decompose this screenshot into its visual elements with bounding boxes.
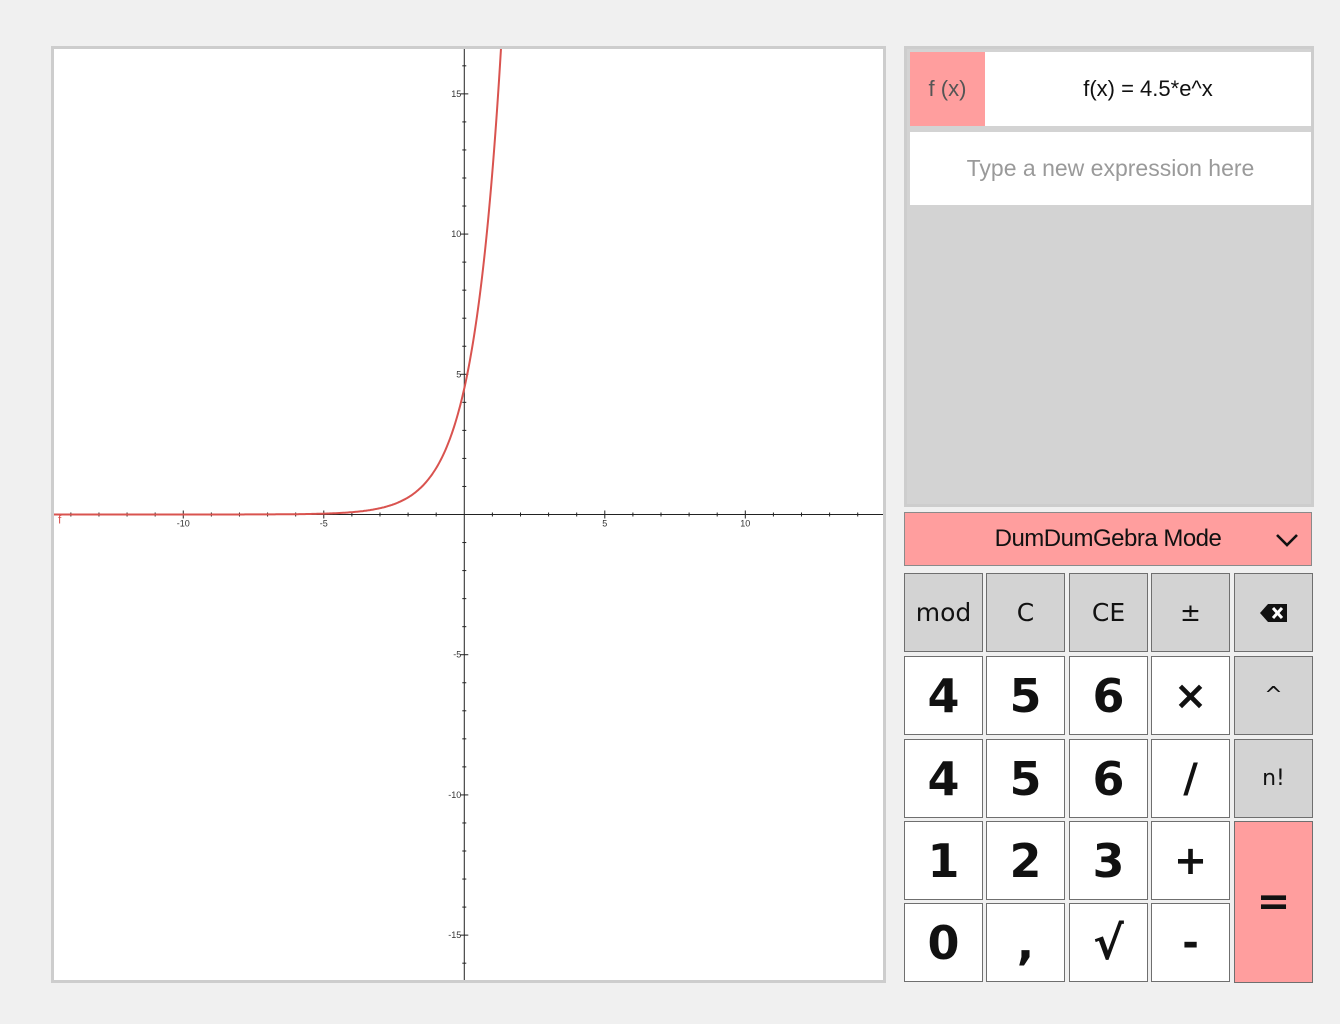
mod-button[interactable]: mod xyxy=(904,573,983,652)
digit-0-button[interactable]: 0 xyxy=(904,903,983,982)
clear-button[interactable]: C xyxy=(986,573,1065,652)
digit-3-button[interactable]: 3 xyxy=(1069,821,1148,900)
factorial-button[interactable]: n! xyxy=(1234,739,1313,818)
x-tick-label: -10 xyxy=(177,519,190,529)
divide-button[interactable]: / xyxy=(1151,739,1230,818)
expression-text[interactable]: f(x) = 4.5*e^x xyxy=(1083,76,1213,101)
digit-5-button[interactable]: 5 xyxy=(986,739,1065,818)
sqrt-button[interactable]: √ xyxy=(1069,903,1148,982)
y-tick-label: -10 xyxy=(448,790,461,800)
backspace-icon xyxy=(1259,603,1287,622)
function-graph[interactable]: -10 -5 5 10 15 10 5 -5 -10 -15 f xyxy=(54,49,883,980)
digit-4-button[interactable]: 4 xyxy=(904,739,983,818)
equals-button[interactable]: = xyxy=(1234,821,1313,983)
x-tick-label: 5 xyxy=(602,519,607,529)
algebra-panel: f (x) f(x) = 4.5*e^x xyxy=(904,46,1314,507)
mode-select[interactable]: DumDumGebra Mode xyxy=(904,512,1312,566)
digit-2-button[interactable]: 2 xyxy=(986,821,1065,900)
backspace-button[interactable] xyxy=(1234,573,1313,652)
digit-1-button[interactable]: 1 xyxy=(904,821,983,900)
expression-row-f[interactable]: f (x) f(x) = 4.5*e^x xyxy=(910,52,1311,126)
digit-6-button[interactable]: 6 xyxy=(1069,656,1148,735)
clear-entry-button[interactable]: CE xyxy=(1069,573,1148,652)
plus-button[interactable]: + xyxy=(1151,821,1230,900)
y-tick-label: -5 xyxy=(453,650,461,660)
chevron-down-icon xyxy=(1276,534,1298,547)
plus-minus-button[interactable]: ± xyxy=(1151,573,1230,652)
y-tick-label: 5 xyxy=(456,369,461,379)
power-button[interactable]: ^ xyxy=(1234,656,1313,735)
y-tick-label: 15 xyxy=(451,89,461,99)
function-curve-label: f xyxy=(58,513,62,527)
y-tick-label: 10 xyxy=(451,229,461,239)
mode-label: DumDumGebra Mode xyxy=(994,525,1222,552)
graph-view[interactable]: -10 -5 5 10 15 10 5 -5 -10 -15 f xyxy=(51,46,886,983)
comma-button[interactable]: , xyxy=(986,903,1065,982)
x-tick-label: 10 xyxy=(740,519,750,529)
x-tick-label: -5 xyxy=(320,519,328,529)
function-curve-f xyxy=(54,49,502,516)
y-tick-label: -15 xyxy=(448,930,461,940)
minus-button[interactable]: - xyxy=(1151,903,1230,982)
digit-5-button[interactable]: 5 xyxy=(986,656,1065,735)
fx-label[interactable]: f (x) xyxy=(910,52,985,126)
multiply-button[interactable]: × xyxy=(1151,656,1230,735)
new-expression-input[interactable] xyxy=(910,132,1311,205)
digit-4-button[interactable]: 4 xyxy=(904,656,983,735)
digit-6-button[interactable]: 6 xyxy=(1069,739,1148,818)
